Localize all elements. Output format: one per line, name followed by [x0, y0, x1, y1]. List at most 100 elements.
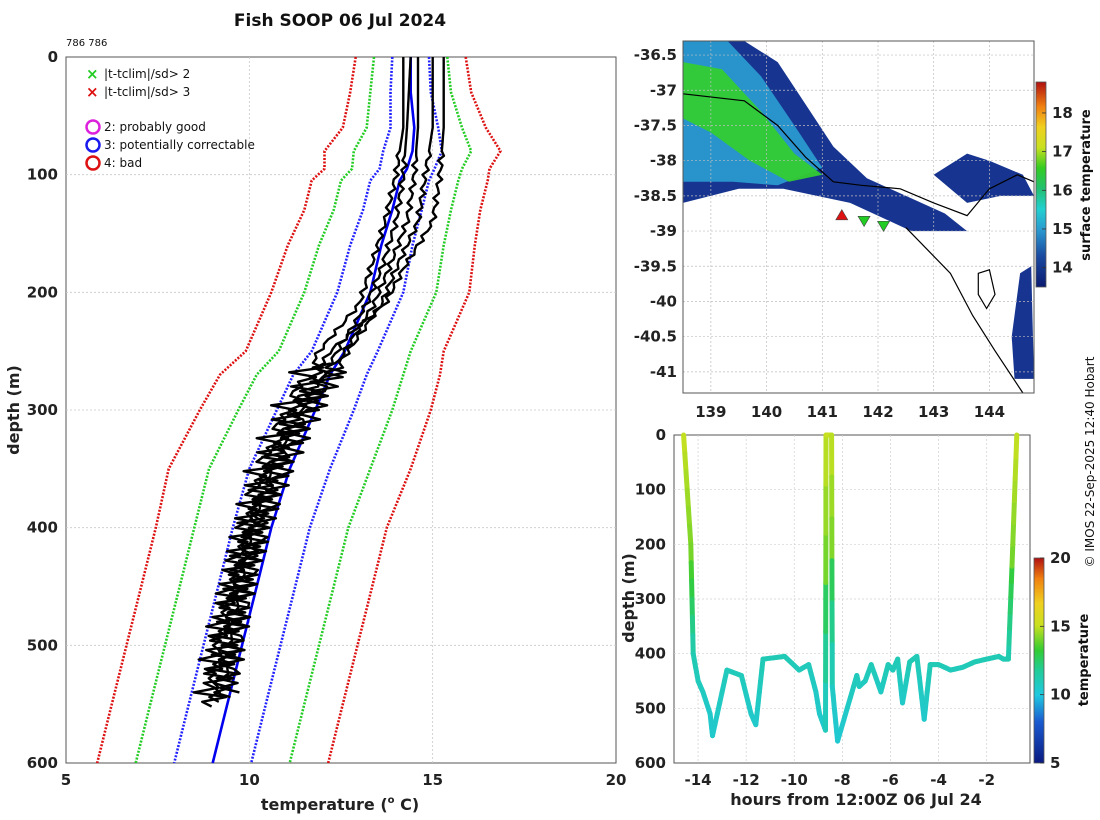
- depth-time-axes: -14 -12 -10 -8 -6 -4 -2 0 100 200 300 400 500 600: [635, 426, 1031, 789]
- map-y-ticks: -36.5 -37 -37.5 -38 -38.5 -39 -39.5 -40 -40.5 -41: [634, 46, 677, 381]
- y-tick-label: 0: [48, 48, 58, 66]
- map-sst-field: [683, 41, 1034, 379]
- temp-colorbar-tick-label: 5: [1050, 754, 1060, 772]
- x-tick-label: 15: [422, 771, 443, 789]
- clim-minus-2sd-line: [134, 56, 376, 764]
- dt-track-segment: [682, 450, 689, 474]
- profile-x-label: temperature (o C): [261, 795, 419, 814]
- map-colorbar-tick-label: 15: [1052, 220, 1073, 238]
- temp-colorbar: 5 10 15 20 temperature: [1033, 549, 1092, 772]
- track-marker: [857, 216, 871, 228]
- depth-time-track: [681, 432, 1020, 744]
- legend-qc-bad: 4: bad: [104, 156, 142, 170]
- profile-legend: × |t-tclim|/sd> 2 × |t-tclim|/sd> 3 2: p…: [85, 65, 255, 171]
- profile-x-label-text: temperature (: [261, 795, 388, 814]
- legend-qc-good-marker: [85, 119, 101, 135]
- legend-qc-correctable-marker: [85, 137, 101, 153]
- profile-casts: [192, 56, 446, 708]
- legend-flag3-label: |t-tclim|/sd> 3: [104, 85, 190, 99]
- clim-minus-1sd-line: [172, 56, 394, 764]
- clim-minus-3sd-line: [95, 56, 357, 764]
- dt-x-tick-label: -14: [684, 771, 711, 789]
- map-y-tick-label: -37: [650, 81, 677, 99]
- map-x-ticks: 139 140 141 142 143 144: [695, 403, 1005, 421]
- profile-cast-line: [210, 56, 412, 680]
- map-colorbar: 14 15 16 17 18 surface temperature: [1035, 81, 1094, 288]
- x-tick-label: 10: [239, 771, 260, 789]
- sst-tasmania-water: [1011, 266, 1034, 379]
- temp-colorbar-tick-label: 10: [1050, 686, 1071, 704]
- map-frame: [682, 40, 1035, 394]
- profile-x-label-degree: o: [388, 795, 395, 806]
- map-y-tick-label: -38.5: [634, 187, 677, 205]
- dt-x-tick-label: -6: [882, 771, 899, 789]
- dt-x-tick-label: -2: [978, 771, 995, 789]
- coastline-mainland: [682, 93, 1035, 217]
- map-colorbar-tick-label: 18: [1052, 104, 1073, 122]
- map-axes: 139 140 141 142 143 144 -36.5 -37 -37.5 -38 -38.5…: [634, 40, 1035, 421]
- dt-track-segment: [1007, 610, 1013, 631]
- dt-x-tick-label: -8: [834, 771, 851, 789]
- legend-flag2-label: |t-tclim|/sd> 2: [104, 67, 190, 81]
- king-island: [977, 269, 996, 310]
- track-marker: [877, 220, 891, 233]
- dt-track-segment: [683, 468, 690, 493]
- map-colorbar-label: surface temperature: [1079, 109, 1094, 261]
- dt-track-segment: [1012, 454, 1019, 482]
- depth-time-grid: [674, 435, 1030, 763]
- legend-flag3-marker: ×: [86, 83, 99, 101]
- legend-qc-good: 2: probably good: [104, 120, 206, 134]
- map-y-tick-label: -37.5: [634, 116, 677, 134]
- temp-colorbar-tick-label: 20: [1050, 549, 1071, 567]
- temp-colorbar-gradient: [1033, 557, 1045, 764]
- dt-y-tick-label: 400: [635, 645, 666, 663]
- x-tick-label: 5: [61, 771, 71, 789]
- y-tick-label: 400: [27, 519, 58, 537]
- dt-y-tick-label: 100: [635, 481, 666, 499]
- dt-track-segment: [1011, 476, 1018, 504]
- profile-y-label: depth (m): [4, 365, 23, 455]
- map-ship-track: [835, 209, 891, 233]
- track-marker: [835, 209, 849, 221]
- clim-plus-3sd-line: [326, 56, 502, 764]
- map-y-tick-label: -38: [650, 152, 677, 170]
- profile-y-ticks: 0 100 200 300 400 500 600: [27, 48, 58, 772]
- map-y-tick-label: -40: [650, 292, 677, 310]
- map-y-tick-label: -40.5: [634, 328, 677, 346]
- dt-y-tick-label: 0: [656, 426, 666, 444]
- map-colorbar-tick-label: 14: [1052, 259, 1073, 277]
- y-tick-label: 100: [27, 166, 58, 184]
- temp-colorbar-ticks: 5 10 15 20: [1040, 549, 1071, 772]
- map-x-tick-label: 141: [807, 403, 838, 421]
- dt-track-segment: [1013, 432, 1020, 460]
- legend-qc-correctable: 3: potentially correctable: [104, 138, 255, 152]
- map-x-tick-label: 144: [974, 403, 1005, 421]
- dt-track-segment: [685, 505, 693, 529]
- dt-track-segment: [684, 487, 691, 511]
- coastline-strait: [905, 227, 1024, 394]
- map-x-tick-label: 139: [695, 403, 726, 421]
- depth-time-x-ticks: -14 -12 -10 -8 -6 -4 -2: [684, 771, 995, 789]
- y-tick-label: 600: [27, 754, 58, 772]
- dt-track-segment: [1008, 563, 1015, 585]
- map-colorbar-gradient: [1035, 81, 1047, 288]
- clim-mean-line: [211, 57, 416, 764]
- depth-time-y-label: depth (m): [619, 553, 638, 643]
- profile-plot-area: [65, 56, 617, 764]
- map-y-tick-label: -36.5: [634, 46, 677, 64]
- map-x-tick-label: 142: [862, 403, 893, 421]
- map-grid: [683, 41, 1034, 393]
- dt-track-segment: [687, 523, 694, 547]
- dt-y-tick-label: 600: [635, 754, 666, 772]
- map-coastline: [682, 93, 1035, 394]
- sst-bay-water: [933, 153, 1034, 203]
- map-x-tick-label: 143: [918, 403, 949, 421]
- map-colorbar-ticks: 14 15 16 17 18: [1042, 104, 1073, 277]
- map-y-tick-label: -39.5: [634, 257, 677, 275]
- dt-x-tick-label: -10: [781, 771, 808, 789]
- y-tick-label: 300: [27, 401, 58, 419]
- dt-x-tick-label: -4: [930, 771, 947, 789]
- temp-colorbar-label: temperature: [1077, 614, 1092, 707]
- y-tick-label: 500: [27, 636, 58, 654]
- temp-colorbar-tick-label: 15: [1050, 617, 1071, 635]
